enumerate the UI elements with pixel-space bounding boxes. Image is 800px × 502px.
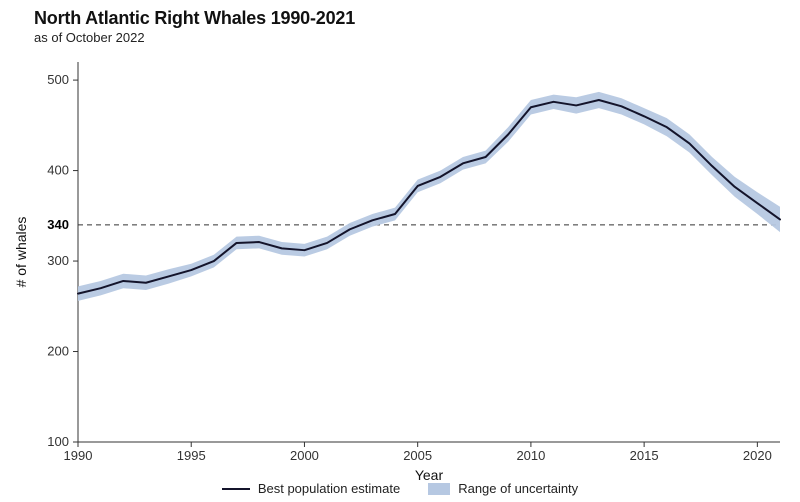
svg-text:300: 300 [47,253,69,268]
svg-text:400: 400 [47,163,69,178]
svg-text:2020: 2020 [743,448,772,463]
legend-label: Best population estimate [258,481,400,496]
svg-text:2000: 2000 [290,448,319,463]
svg-text:2005: 2005 [403,448,432,463]
chart-subtitle: as of October 2022 [34,30,355,45]
svg-text:200: 200 [47,344,69,359]
legend-item-best: Best population estimate [222,481,400,496]
legend-label: Range of uncertainty [458,481,578,496]
svg-text:100: 100 [47,434,69,449]
chart-title: North Atlantic Right Whales 1990-2021 [34,8,355,29]
svg-text:1995: 1995 [177,448,206,463]
svg-text:340: 340 [47,217,69,232]
chart-container: North Atlantic Right Whales 1990-2021 as… [0,0,800,502]
chart-svg: 100 200 300 400 500 340 1990 1995 2000 2005 2010 20… [0,0,800,502]
legend-item-uncertainty: Range of uncertainty [428,481,578,496]
title-block: North Atlantic Right Whales 1990-2021 as… [34,8,355,45]
svg-text:2015: 2015 [630,448,659,463]
svg-text:500: 500 [47,72,69,87]
svg-text:2010: 2010 [516,448,545,463]
svg-text:1990: 1990 [64,448,93,463]
svg-text:# of whales: # of whales [13,217,29,288]
legend: Best population estimate Range of uncert… [0,481,800,496]
legend-swatch-icon [428,483,450,495]
legend-line-icon [222,488,250,490]
